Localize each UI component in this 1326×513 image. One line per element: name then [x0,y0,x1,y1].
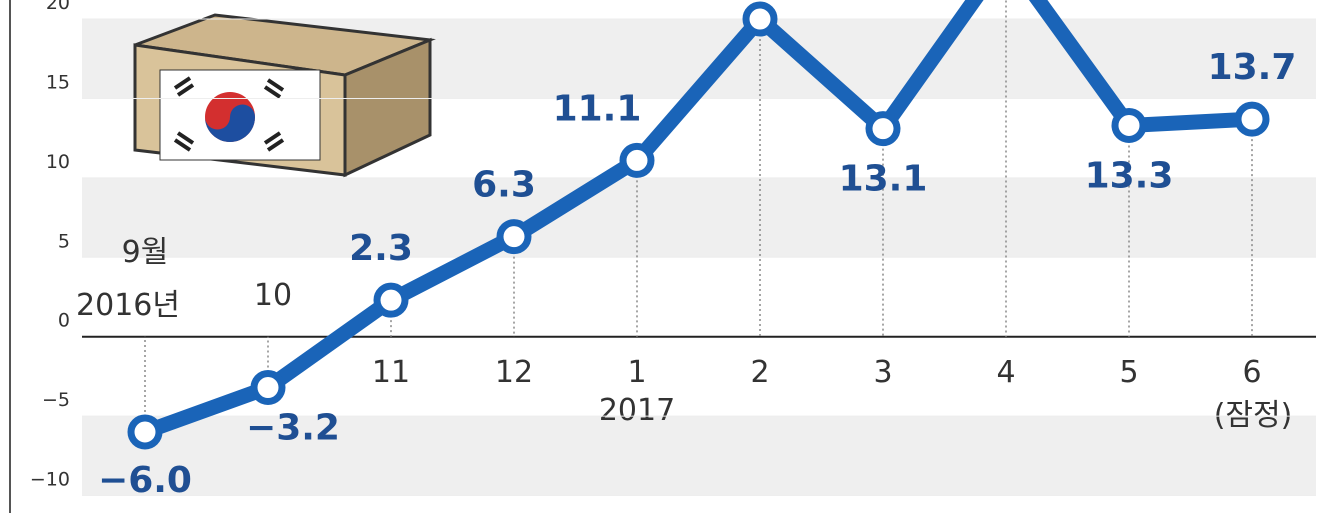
x-tick-label: 9월 [122,235,169,270]
point [865,111,901,147]
x-tick-label: 4 [996,355,1015,390]
x-tick-label: 6 [1242,355,1261,390]
bands [82,19,1316,496]
x-tick-label: 10 [254,278,292,313]
box-illustration [133,13,436,178]
value-label: 13.1 [839,159,928,200]
year-annotation: 2017 [599,393,675,428]
y-tick-label: 20 [46,0,70,14]
value-label: 13.7 [1208,47,1297,88]
y-tick-label: −5 [42,389,70,411]
band [82,177,1316,258]
y-tick-label: −10 [30,469,70,491]
x-tick-label: 11 [372,355,410,390]
point [373,282,409,318]
y-tick-label: 0 [58,310,70,332]
provisional-note: (잠정) [1214,398,1293,433]
x-tick-label: 2 [750,355,769,390]
point [250,370,286,406]
point [619,142,655,178]
year-annotation: 2016년 [76,288,180,323]
point [1234,101,1270,137]
value-label: −3.2 [246,408,340,449]
x-tick-label: 3 [873,355,892,390]
value-label: −6.0 [98,460,192,501]
band [82,416,1316,496]
value-label: 2.3 [349,228,413,269]
x-tick-label: 12 [495,355,533,390]
x-tick-label: 1 [627,355,646,390]
line [142,0,1253,440]
point [496,219,532,255]
value-label: 6.3 [472,165,536,206]
y-tick-label: 15 [46,71,70,93]
point [1111,107,1147,143]
value-label: 11.1 [553,88,642,129]
value-label: 13.3 [1085,155,1174,196]
point [127,414,163,450]
x-tick-label: 5 [1119,355,1138,390]
y-tick-label: 5 [58,230,70,252]
point [742,1,778,37]
y-tick-label: 10 [46,151,70,173]
